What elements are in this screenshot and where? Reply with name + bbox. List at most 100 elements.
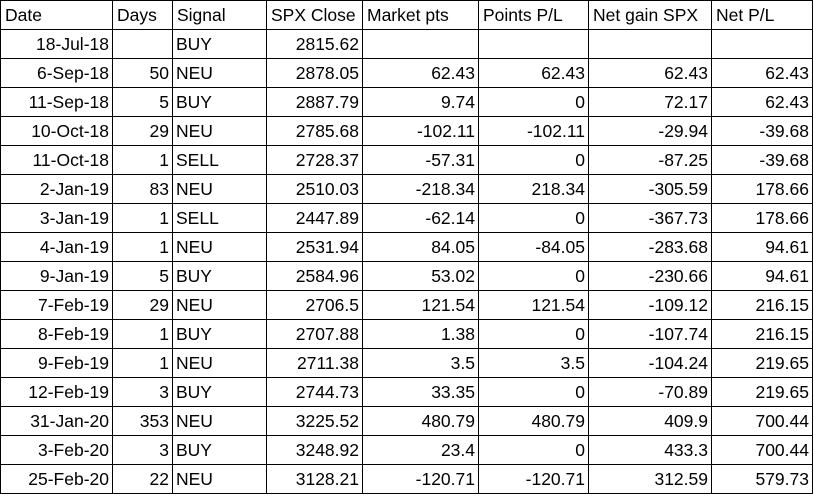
cell-net-pl[interactable]: 700.44: [711, 435, 813, 465]
cell-net-pl[interactable]: 94.61: [711, 261, 813, 291]
cell-net-gain-spx[interactable]: -109.12: [588, 290, 712, 320]
cell-spx-close[interactable]: 2510.03: [266, 174, 363, 204]
cell-days[interactable]: 3: [112, 377, 173, 407]
cell-net-gain-spx[interactable]: -230.66: [588, 261, 712, 291]
header-spx-close[interactable]: SPX Close: [266, 0, 363, 30]
cell-net-pl[interactable]: 579.73: [711, 464, 813, 494]
header-market-pts[interactable]: Market pts: [362, 0, 479, 30]
cell-spx-close[interactable]: 2815.62: [266, 29, 363, 59]
cell-date[interactable]: 8-Feb-19: [0, 319, 113, 349]
cell-market-pts[interactable]: 62.43: [362, 58, 479, 88]
cell-signal[interactable]: NEU: [172, 464, 267, 494]
cell-net-pl[interactable]: 700.44: [711, 406, 813, 436]
cell-signal[interactable]: BUY: [172, 29, 267, 59]
cell-spx-close[interactable]: 2711.38: [266, 348, 363, 378]
cell-spx-close[interactable]: 2887.79: [266, 87, 363, 117]
cell-signal[interactable]: BUY: [172, 377, 267, 407]
cell-net-gain-spx[interactable]: 72.17: [588, 87, 712, 117]
cell-date[interactable]: 31-Jan-20: [0, 406, 113, 436]
cell-points-pl[interactable]: 121.54: [478, 290, 589, 320]
cell-date[interactable]: 10-Oct-18: [0, 116, 113, 146]
cell-spx-close[interactable]: 2447.89: [266, 203, 363, 233]
cell-spx-close[interactable]: 2706.5: [266, 290, 363, 320]
cell-spx-close[interactable]: 2744.73: [266, 377, 363, 407]
cell-points-pl[interactable]: 0: [478, 435, 589, 465]
cell-signal[interactable]: NEU: [172, 174, 267, 204]
header-days[interactable]: Days: [112, 0, 173, 30]
cell-spx-close[interactable]: 3225.52: [266, 406, 363, 436]
cell-market-pts[interactable]: 53.02: [362, 261, 479, 291]
cell-days[interactable]: 1: [112, 203, 173, 233]
cell-market-pts[interactable]: 1.38: [362, 319, 479, 349]
cell-points-pl[interactable]: 0: [478, 377, 589, 407]
cell-net-gain-spx[interactable]: -70.89: [588, 377, 712, 407]
cell-date[interactable]: 3-Jan-19: [0, 203, 113, 233]
cell-date[interactable]: 18-Jul-18: [0, 29, 113, 59]
cell-market-pts[interactable]: 480.79: [362, 406, 479, 436]
cell-points-pl[interactable]: 0: [478, 319, 589, 349]
cell-signal[interactable]: NEU: [172, 58, 267, 88]
cell-signal[interactable]: NEU: [172, 348, 267, 378]
cell-days[interactable]: 29: [112, 290, 173, 320]
cell-net-gain-spx[interactable]: -305.59: [588, 174, 712, 204]
cell-days[interactable]: 1: [112, 232, 173, 262]
cell-spx-close[interactable]: 2531.94: [266, 232, 363, 262]
cell-days[interactable]: 83: [112, 174, 173, 204]
cell-market-pts[interactable]: -218.34: [362, 174, 479, 204]
cell-days[interactable]: 29: [112, 116, 173, 146]
cell-net-gain-spx[interactable]: -87.25: [588, 145, 712, 175]
cell-spx-close[interactable]: 2584.96: [266, 261, 363, 291]
cell-net-gain-spx[interactable]: -107.74: [588, 319, 712, 349]
header-date[interactable]: Date: [0, 0, 113, 30]
cell-points-pl[interactable]: 0: [478, 145, 589, 175]
cell-net-pl[interactable]: 178.66: [711, 203, 813, 233]
cell-market-pts[interactable]: -102.11: [362, 116, 479, 146]
cell-date[interactable]: 25-Feb-20: [0, 464, 113, 494]
cell-spx-close[interactable]: 2707.88: [266, 319, 363, 349]
cell-market-pts[interactable]: [362, 29, 479, 59]
cell-points-pl[interactable]: 62.43: [478, 58, 589, 88]
cell-date[interactable]: 3-Feb-20: [0, 435, 113, 465]
cell-points-pl[interactable]: -120.71: [478, 464, 589, 494]
cell-net-gain-spx[interactable]: -283.68: [588, 232, 712, 262]
cell-signal[interactable]: BUY: [172, 435, 267, 465]
cell-days[interactable]: 353: [112, 406, 173, 436]
cell-net-pl[interactable]: 216.15: [711, 319, 813, 349]
cell-spx-close[interactable]: 2785.68: [266, 116, 363, 146]
cell-net-pl[interactable]: 178.66: [711, 174, 813, 204]
cell-days[interactable]: 1: [112, 319, 173, 349]
cell-signal[interactable]: NEU: [172, 406, 267, 436]
header-points-pl[interactable]: Points P/L: [478, 0, 589, 30]
cell-date[interactable]: 11-Sep-18: [0, 87, 113, 117]
cell-signal[interactable]: BUY: [172, 261, 267, 291]
cell-date[interactable]: 9-Feb-19: [0, 348, 113, 378]
cell-market-pts[interactable]: 23.4: [362, 435, 479, 465]
cell-signal[interactable]: BUY: [172, 87, 267, 117]
cell-days[interactable]: [112, 29, 173, 59]
cell-net-pl[interactable]: 94.61: [711, 232, 813, 262]
cell-date[interactable]: 4-Jan-19: [0, 232, 113, 262]
cell-market-pts[interactable]: -120.71: [362, 464, 479, 494]
cell-points-pl[interactable]: 480.79: [478, 406, 589, 436]
cell-market-pts[interactable]: 33.35: [362, 377, 479, 407]
cell-net-gain-spx[interactable]: -104.24: [588, 348, 712, 378]
cell-net-pl[interactable]: 219.65: [711, 377, 813, 407]
cell-market-pts[interactable]: 3.5: [362, 348, 479, 378]
cell-days[interactable]: 1: [112, 145, 173, 175]
cell-net-gain-spx[interactable]: 433.3: [588, 435, 712, 465]
cell-signal[interactable]: BUY: [172, 319, 267, 349]
cell-net-pl[interactable]: 219.65: [711, 348, 813, 378]
cell-spx-close[interactable]: 3248.92: [266, 435, 363, 465]
cell-date[interactable]: 11-Oct-18: [0, 145, 113, 175]
cell-spx-close[interactable]: 3128.21: [266, 464, 363, 494]
cell-date[interactable]: 7-Feb-19: [0, 290, 113, 320]
cell-net-pl[interactable]: 62.43: [711, 87, 813, 117]
cell-net-pl[interactable]: -39.68: [711, 116, 813, 146]
cell-net-gain-spx[interactable]: -367.73: [588, 203, 712, 233]
cell-signal[interactable]: SELL: [172, 145, 267, 175]
cell-net-gain-spx[interactable]: [588, 29, 712, 59]
cell-signal[interactable]: NEU: [172, 232, 267, 262]
cell-net-gain-spx[interactable]: 312.59: [588, 464, 712, 494]
cell-points-pl[interactable]: 0: [478, 261, 589, 291]
cell-days[interactable]: 5: [112, 87, 173, 117]
